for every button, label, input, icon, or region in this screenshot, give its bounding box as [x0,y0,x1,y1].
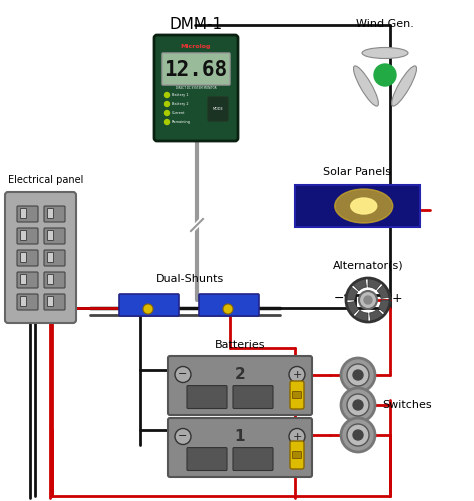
FancyBboxPatch shape [44,294,65,310]
Wedge shape [355,310,368,322]
FancyBboxPatch shape [44,250,65,266]
Wedge shape [346,302,359,316]
Circle shape [353,400,363,410]
Text: Solar Panels: Solar Panels [323,167,392,177]
FancyBboxPatch shape [47,275,54,285]
Ellipse shape [392,66,417,106]
Text: +: + [392,292,402,305]
Circle shape [353,430,363,440]
FancyBboxPatch shape [44,206,65,222]
Circle shape [289,367,305,382]
Wedge shape [370,309,383,322]
Text: Alternator(s): Alternator(s) [333,260,403,270]
FancyBboxPatch shape [162,53,230,85]
Wedge shape [368,278,382,290]
Circle shape [143,304,153,314]
Text: DMM-1: DMM-1 [169,17,223,32]
Text: +: + [292,431,301,441]
FancyBboxPatch shape [47,253,54,263]
FancyBboxPatch shape [20,275,27,285]
Text: Microlog: Microlog [181,44,211,49]
Circle shape [359,291,377,309]
FancyBboxPatch shape [233,386,273,408]
FancyBboxPatch shape [20,208,27,218]
FancyBboxPatch shape [168,356,312,415]
Text: −: − [178,431,188,441]
Circle shape [374,64,396,86]
FancyBboxPatch shape [17,206,38,222]
Circle shape [223,304,233,314]
Wedge shape [378,300,390,314]
Circle shape [175,428,191,444]
Circle shape [164,102,170,107]
FancyBboxPatch shape [154,35,238,141]
Text: −: − [178,370,188,379]
Text: MODE: MODE [213,107,223,111]
Text: Batteries: Batteries [215,340,265,350]
Text: −: − [334,292,344,305]
Text: 1: 1 [235,429,245,444]
FancyBboxPatch shape [119,294,179,316]
Ellipse shape [354,66,378,106]
FancyBboxPatch shape [47,208,54,218]
Circle shape [164,93,170,98]
Circle shape [347,424,369,446]
FancyBboxPatch shape [47,297,54,307]
Text: Electrical panel: Electrical panel [8,175,83,185]
Circle shape [175,367,191,382]
FancyBboxPatch shape [295,185,420,227]
Ellipse shape [351,198,377,214]
Text: DIRECT DC SYSTEM MONITOR: DIRECT DC SYSTEM MONITOR [176,86,216,90]
Wedge shape [346,287,358,300]
Circle shape [164,120,170,125]
Ellipse shape [362,48,408,59]
FancyBboxPatch shape [187,386,227,408]
FancyBboxPatch shape [290,381,304,409]
Circle shape [364,296,372,304]
Wedge shape [377,285,390,299]
FancyBboxPatch shape [187,447,227,470]
Text: 2: 2 [235,367,246,382]
Text: Battery 1: Battery 1 [172,93,189,97]
FancyBboxPatch shape [292,451,301,458]
FancyBboxPatch shape [17,272,38,288]
FancyBboxPatch shape [44,272,65,288]
FancyBboxPatch shape [5,192,76,323]
Circle shape [164,111,170,116]
Text: Switches: Switches [382,400,432,410]
Text: +: + [292,370,301,379]
FancyBboxPatch shape [17,228,38,244]
FancyBboxPatch shape [290,441,304,469]
Circle shape [347,394,369,416]
FancyBboxPatch shape [17,250,38,266]
FancyBboxPatch shape [44,228,65,244]
FancyBboxPatch shape [20,230,27,240]
Text: 12.68: 12.68 [164,60,228,80]
FancyBboxPatch shape [20,253,27,263]
Ellipse shape [335,189,393,223]
FancyBboxPatch shape [17,294,38,310]
FancyBboxPatch shape [292,391,301,398]
Circle shape [289,428,305,444]
Text: Wind Gen.: Wind Gen. [356,19,414,29]
FancyBboxPatch shape [168,418,312,477]
Circle shape [341,418,375,452]
Circle shape [341,388,375,422]
Wedge shape [353,278,366,291]
FancyBboxPatch shape [47,230,54,240]
FancyBboxPatch shape [233,447,273,470]
Text: Current: Current [172,111,185,115]
Text: Battery 2: Battery 2 [172,102,189,106]
Circle shape [341,358,375,392]
FancyBboxPatch shape [208,97,228,121]
FancyBboxPatch shape [20,297,27,307]
Text: Dual-Shunts: Dual-Shunts [156,274,224,284]
FancyBboxPatch shape [199,294,259,316]
Text: Remaining: Remaining [172,120,191,124]
Circle shape [347,364,369,386]
Circle shape [353,370,363,380]
